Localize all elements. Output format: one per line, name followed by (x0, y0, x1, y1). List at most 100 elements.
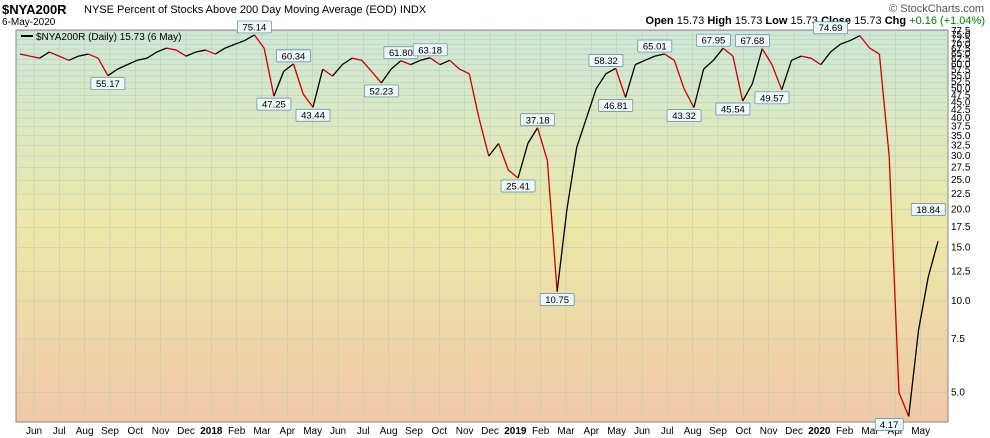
value-annotation: 43.32 (666, 109, 702, 122)
series-segment (478, 117, 490, 157)
annotation-box (588, 54, 624, 67)
annotation-label: 60.34 (282, 51, 306, 62)
x-tick-label: Aug (380, 426, 398, 437)
y-tick-label: 20.0 (951, 205, 971, 216)
series-segment (137, 57, 148, 61)
series-segment (214, 47, 226, 55)
annotation-box (666, 109, 702, 122)
series-segment (732, 55, 744, 102)
annotation-box (715, 102, 751, 116)
legend-label: $NYA200R (Daily) 15.73 (6 May) (36, 32, 181, 43)
series-segment (488, 143, 500, 157)
value-annotation: 55.17 (90, 77, 126, 90)
series-segment (205, 49, 216, 55)
series-segment (361, 59, 373, 72)
series-segment (117, 64, 128, 70)
series-segment (380, 68, 392, 84)
x-tick-label: Mar (557, 426, 575, 437)
series-segment (859, 35, 871, 49)
x-tick-label: Oct (432, 426, 448, 437)
y-tick-label: 55.0 (951, 71, 971, 82)
chg-value: +0.16 (+1.04%) (909, 15, 985, 27)
annotation-label: 63.18 (418, 45, 442, 56)
series-segment (683, 88, 695, 108)
x-tick-label: Jun (634, 426, 650, 437)
series-segment (840, 39, 851, 45)
value-annotation: 63.18 (412, 43, 448, 57)
x-tick-label: Jul (661, 426, 674, 437)
x-tick-label: Jun (330, 426, 346, 437)
stockcharts-watermark: © StockCharts.com (889, 3, 984, 15)
series-segment (429, 57, 441, 66)
series-segment (536, 127, 548, 161)
series-segment (253, 34, 265, 49)
annotation-label: 75.14 (242, 22, 266, 33)
annotation-label: 49.57 (760, 93, 784, 104)
annotation-box (237, 20, 272, 34)
high-label: High (707, 15, 732, 27)
chart-title: NYSE Percent of Stocks Above 200 Day Mov… (84, 4, 427, 16)
annotation-box (412, 43, 448, 57)
series-segment (273, 71, 285, 97)
y-tick-label: 60.0 (951, 60, 971, 71)
annotation-label: 55.17 (96, 79, 120, 90)
annotation-label: 67.95 (701, 36, 725, 47)
y-axis: 77.575.072.570.067.565.062.560.057.555.0… (951, 26, 971, 399)
series-segment (224, 43, 236, 49)
annotation-box (813, 21, 848, 35)
x-tick-label: Nov (760, 426, 778, 437)
value-annotation: 61.80 (383, 46, 419, 59)
x-tick-label: Sep (405, 426, 423, 437)
series-segment (420, 57, 431, 61)
y-tick-label: 52.5 (951, 77, 971, 88)
high-value: 15.73 (734, 15, 763, 27)
series-segment (869, 47, 880, 55)
value-annotation: 43.44 (295, 108, 331, 122)
annotation-box (256, 97, 292, 111)
x-tick-label: Nov (152, 426, 170, 437)
series-segment (712, 47, 724, 61)
annotation-box (735, 34, 770, 48)
x-tick-label: 2019 (504, 426, 527, 437)
y-tick-label: 47.5 (951, 90, 971, 101)
x-axis: Jun Jul Aug Sep Oct Nov Dec 2018 Feb Mar Apr May Jun… (26, 426, 930, 437)
annotation-box (598, 99, 634, 112)
annotation-box (696, 33, 731, 47)
x-tick-label: Mar (861, 426, 879, 437)
x-tick-label: Apr (280, 426, 296, 437)
open-label: Open (645, 15, 674, 27)
y-tick-label: 30.0 (951, 151, 971, 162)
open-value: 15.73 (676, 15, 705, 27)
series-segment (166, 47, 177, 51)
series-segment (497, 143, 509, 171)
annotation-box (500, 179, 536, 193)
series-segment (546, 160, 558, 292)
series-segment (234, 39, 245, 45)
y-tick-label: 57.5 (951, 65, 971, 76)
annotation-box (539, 293, 575, 306)
series-segment (556, 209, 568, 292)
series-segment (127, 59, 138, 66)
x-tick-label: May (911, 426, 930, 437)
series-segment (400, 60, 411, 66)
chg-label: Chg (884, 15, 907, 27)
x-tick-label: Jul (53, 426, 66, 437)
series-segment (68, 55, 79, 61)
value-annotation: 49.57 (754, 91, 790, 104)
x-tick-label: Dec (177, 426, 195, 437)
y-tick-label: 77.5 (951, 26, 971, 37)
series-segment (742, 83, 754, 102)
series-segment (898, 392, 910, 417)
y-tick-label: 40.0 (951, 113, 971, 124)
series-segment (88, 53, 99, 59)
series-segment (49, 51, 60, 57)
series-segment (810, 57, 822, 66)
y-tick-label: 25.0 (951, 175, 971, 186)
value-annotation: 10.75 (539, 293, 575, 306)
x-tick-label: Jul (357, 426, 370, 437)
x-tick-label: Apr (888, 426, 904, 437)
x-tick-label: Jun (26, 426, 42, 437)
low-label: Low (765, 15, 788, 27)
series-segment (322, 68, 333, 77)
